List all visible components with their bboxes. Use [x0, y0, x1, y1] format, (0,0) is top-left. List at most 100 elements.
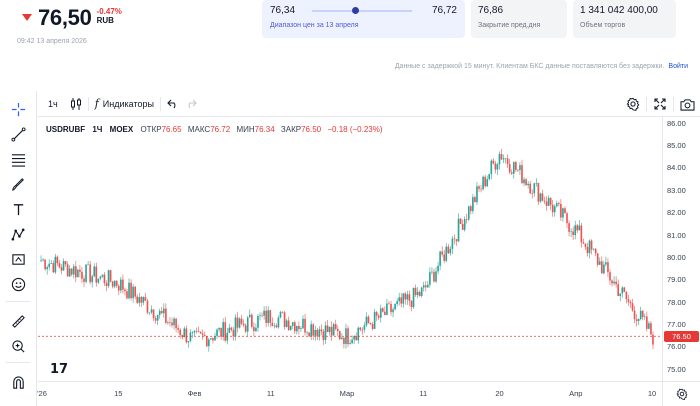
candle-body: [95, 266, 98, 283]
candle-body: [265, 310, 267, 323]
legend-close: 76.50: [301, 125, 322, 134]
candle-body: [451, 238, 454, 249]
price-tick: 85.00: [667, 141, 686, 151]
tradingview-logo[interactable]: 17: [50, 362, 69, 377]
candle-body: [304, 318, 306, 333]
candle-body: [154, 318, 157, 321]
camera-icon[interactable]: [674, 91, 700, 117]
emoji-icon[interactable]: [10, 276, 27, 293]
candle-body: [144, 296, 147, 301]
candle-body: [637, 319, 640, 321]
candle-body: [420, 287, 423, 296]
legend-low: 76.34: [254, 125, 275, 134]
price-tick: 79.00: [667, 275, 686, 285]
fullscreen-icon[interactable]: [647, 91, 673, 117]
candle-body: [355, 336, 358, 341]
candle-body: [586, 247, 589, 254]
last-price: 76,50: [38, 5, 92, 30]
text-icon[interactable]: [10, 201, 27, 218]
candle-body: [515, 162, 517, 170]
candle-body: [228, 327, 231, 333]
toolbar-divider: [87, 96, 89, 111]
candle-body: [124, 289, 126, 292]
brush-icon[interactable]: [10, 176, 27, 193]
time-axis[interactable]: '26 15 Фев 11 Мар 11 20 Апр 10: [37, 381, 662, 406]
change-percent: -0.47%: [96, 7, 122, 16]
candle-body: [375, 312, 378, 316]
candle-body: [273, 325, 276, 327]
fib-lines-icon[interactable]: [10, 151, 27, 168]
candle-body: [384, 311, 386, 315]
time-tick: 15: [114, 389, 123, 398]
legend-low-label: МИН: [236, 125, 255, 134]
candle-body: [408, 294, 411, 301]
candle-body: [533, 183, 536, 194]
candle-body: [117, 285, 120, 291]
candle-body: [216, 329, 218, 337]
candle-body: [545, 201, 548, 206]
candle-body: [64, 261, 67, 265]
drawing-toolbar: [0, 91, 37, 406]
candle-body: [66, 264, 69, 277]
candle-body: [320, 329, 323, 332]
candle-body: [517, 169, 519, 171]
candle-body: [619, 293, 622, 296]
candle-body: [146, 300, 149, 313]
candle-body: [285, 320, 288, 327]
candle-body: [537, 182, 540, 202]
candle-body: [236, 317, 239, 328]
price-axis[interactable]: 86.00 85.00 84.00 83.00 82.00 81.00 80.00 79.00…: [662, 117, 700, 381]
candle-body: [83, 278, 85, 282]
candle-body: [590, 240, 593, 250]
measure-icon[interactable]: [10, 251, 27, 268]
undo-icon[interactable]: [161, 91, 185, 117]
candle-body: [255, 327, 257, 332]
axis-settings-icon[interactable]: [662, 381, 700, 406]
candle-body: [238, 318, 241, 328]
candle-body: [400, 297, 403, 304]
gear-icon[interactable]: [620, 91, 646, 117]
candle-body: [189, 332, 192, 342]
magnet-icon[interactable]: [10, 374, 27, 391]
candle-body: [488, 173, 491, 180]
candle-body: [74, 266, 77, 278]
candle-body: [377, 315, 380, 318]
candle-body: [101, 274, 104, 277]
candle-body: [463, 219, 466, 230]
candle-body: [87, 264, 89, 266]
redo-icon[interactable]: [185, 91, 203, 117]
candle-body: [336, 328, 339, 332]
time-tick: Мар: [339, 389, 355, 398]
trend-line-icon[interactable]: [10, 126, 27, 143]
candle-body: [152, 309, 155, 319]
candle-body: [396, 301, 398, 305]
candle-body: [240, 318, 243, 324]
price-chart[interactable]: [38, 117, 662, 381]
candle-body: [605, 262, 607, 265]
zoom-in-icon[interactable]: [10, 338, 27, 355]
candle-body: [613, 281, 615, 284]
candles-icon[interactable]: [64, 91, 88, 117]
interval-selector[interactable]: 1ч: [48, 98, 58, 109]
candle-body: [490, 160, 493, 174]
login-link[interactable]: Войти: [668, 63, 688, 70]
pattern-icon[interactable]: [10, 226, 27, 243]
indicators-button[interactable]: f Индикаторы: [89, 91, 160, 117]
candle-body: [103, 274, 106, 284]
candle-body: [523, 179, 525, 184]
crosshair-icon[interactable]: [10, 101, 27, 118]
candle-body: [199, 331, 202, 334]
candle-body: [474, 197, 476, 203]
candle-body: [310, 324, 313, 337]
candle-body: [148, 312, 151, 314]
candle-body: [582, 242, 585, 244]
ruler-icon[interactable]: [10, 313, 27, 330]
candle-body: [541, 193, 544, 201]
candle-body: [472, 197, 474, 212]
candle-body: [308, 332, 310, 337]
candle-body: [163, 308, 165, 314]
candle-body: [574, 225, 577, 236]
candle-body: [402, 293, 405, 304]
candle-body: [224, 322, 227, 341]
legend-open: 76.65: [161, 125, 182, 134]
